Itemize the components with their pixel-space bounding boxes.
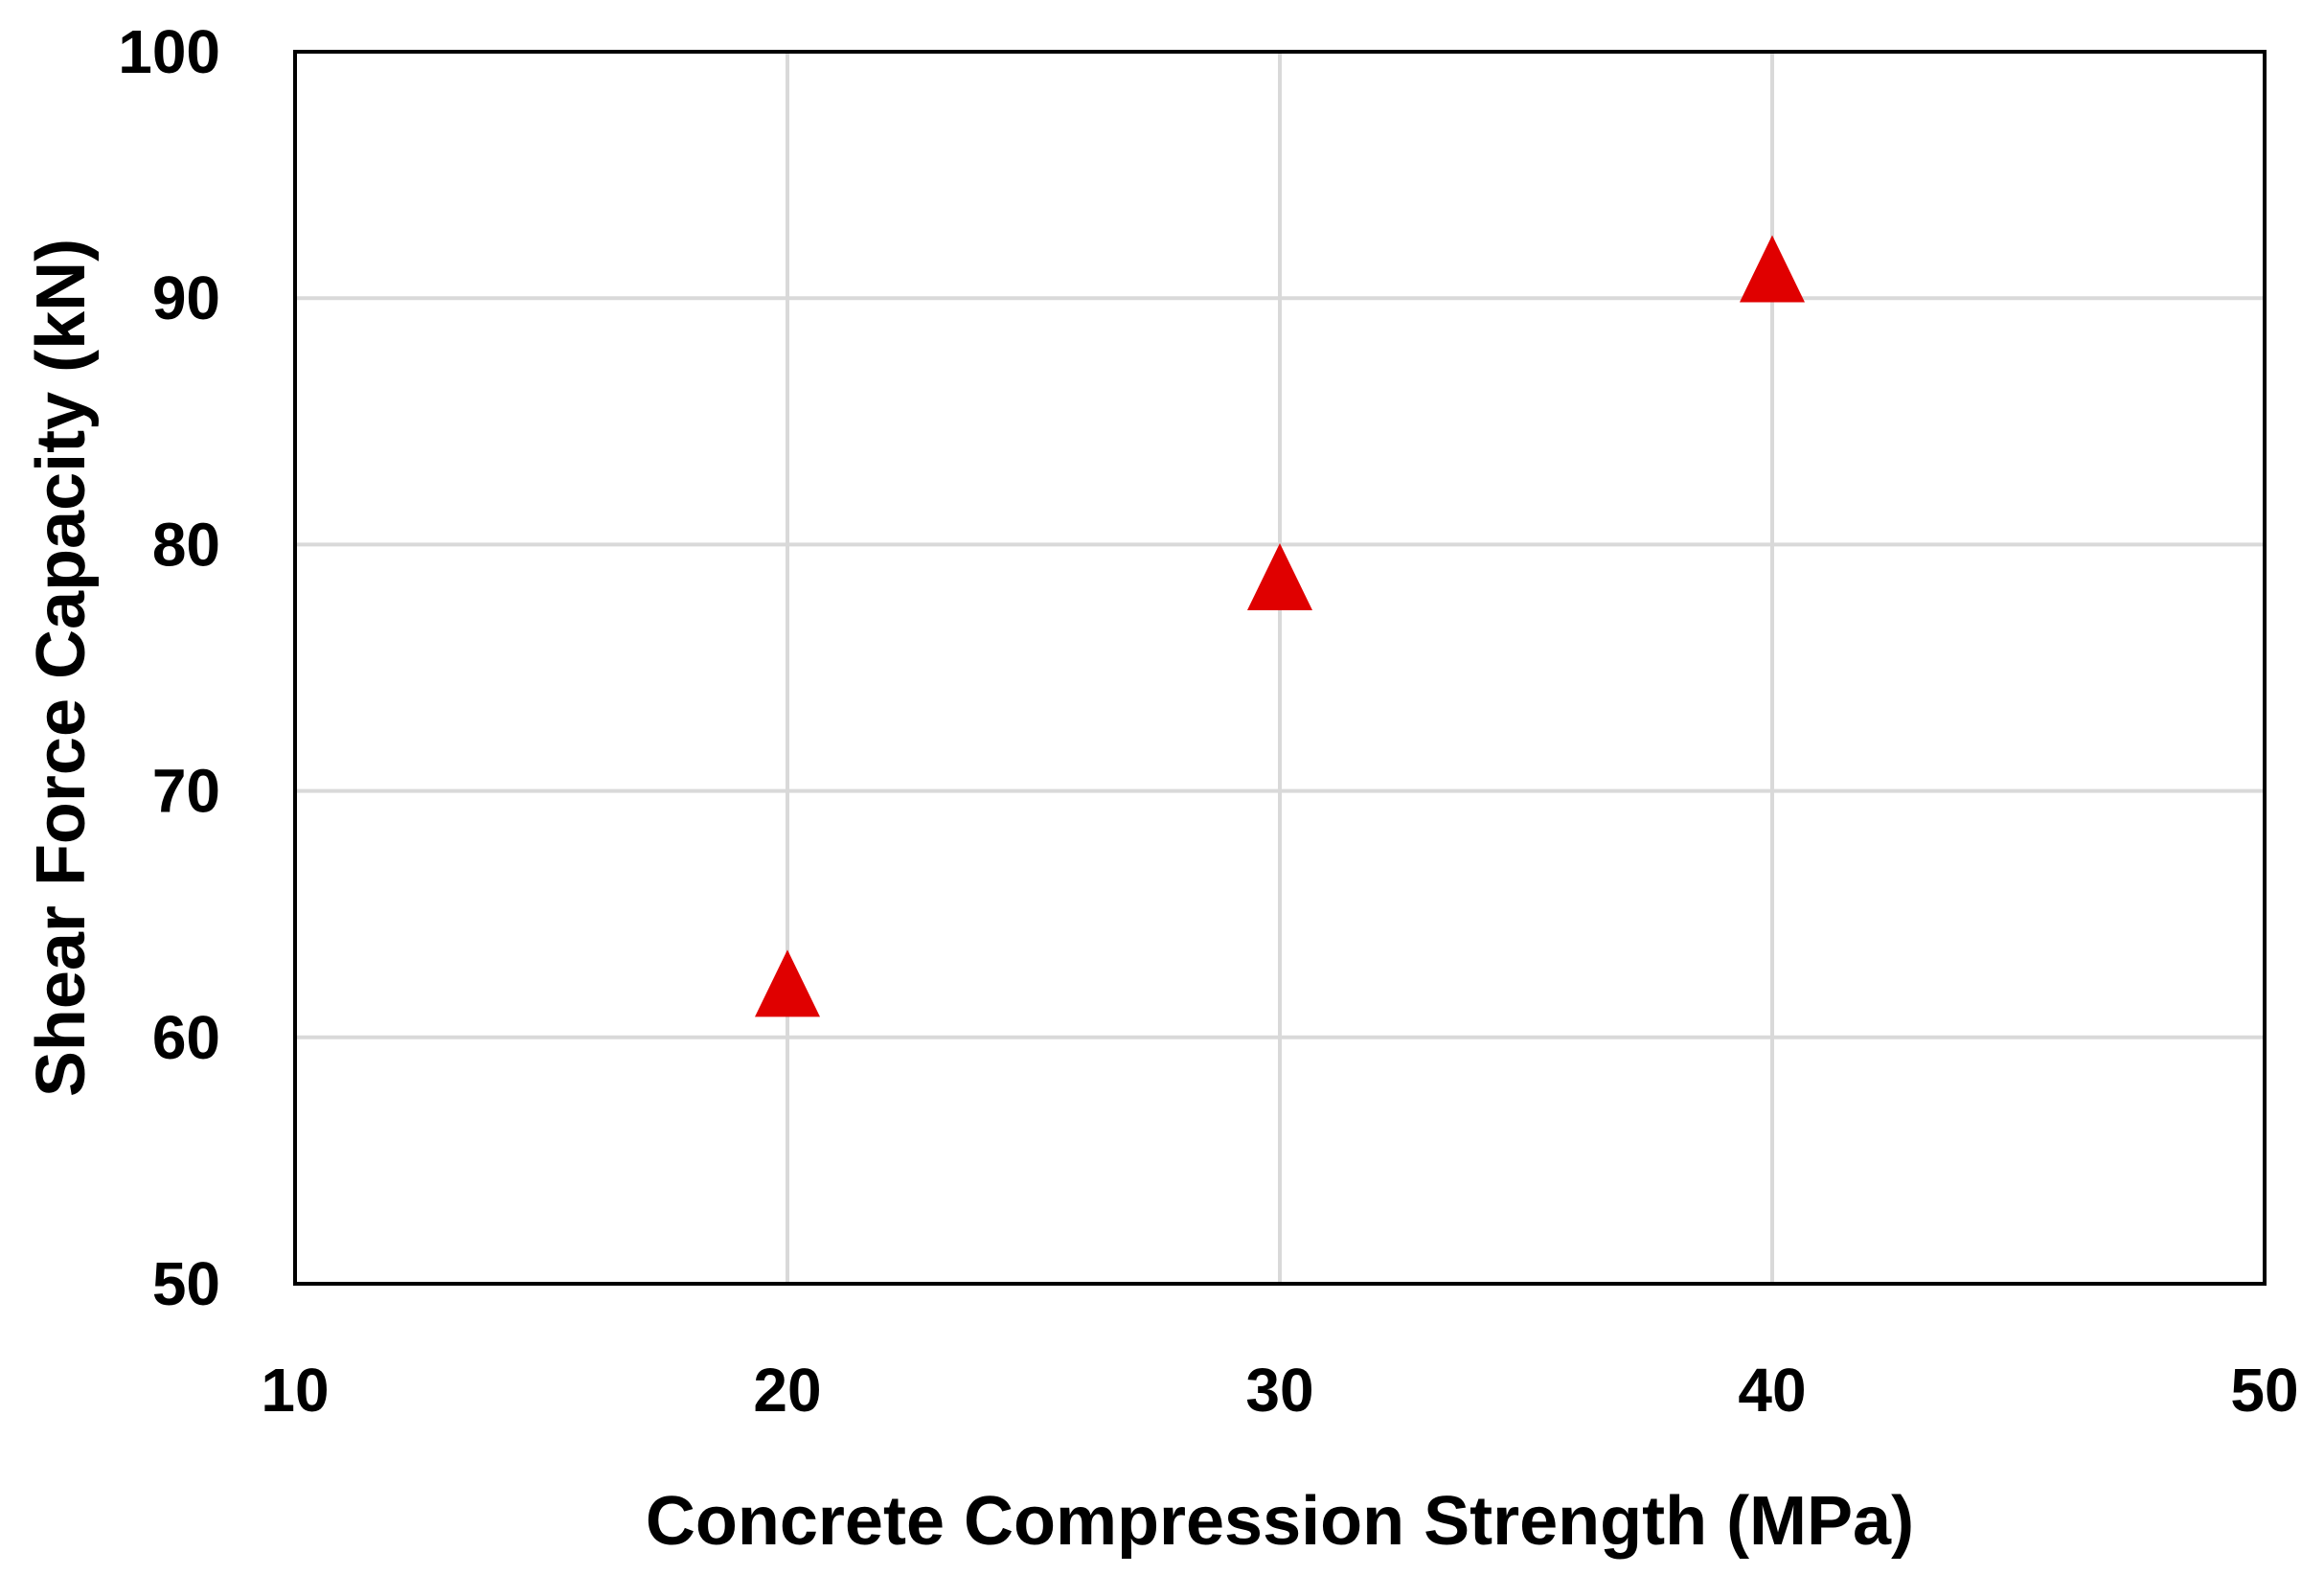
y-axis-title: Shear Force Capacity (kN): [23, 239, 100, 1097]
data-points: [755, 235, 1805, 1017]
x-axis-title: Concrete Compression Strength (MPa): [646, 1483, 1914, 1560]
triangle-data-point: [1247, 542, 1312, 610]
x-tick-label: 50: [2230, 1356, 2298, 1425]
y-tick-label: 70: [152, 757, 220, 826]
y-tick-label: 80: [152, 510, 220, 579]
x-tick-label: 30: [1245, 1356, 1313, 1425]
y-tick-label: 60: [152, 1003, 220, 1072]
y-tick-label: 50: [152, 1249, 220, 1318]
y-tick-label: 90: [152, 263, 220, 332]
x-tick-label: 10: [261, 1356, 329, 1425]
grid-lines: [295, 52, 2265, 1284]
x-tick-label: 40: [1738, 1356, 1806, 1425]
x-tick-label: 20: [753, 1356, 821, 1425]
plot-area-frame: [293, 50, 2267, 1286]
triangle-data-point: [755, 949, 820, 1017]
triangle-data-point: [1740, 235, 1805, 303]
x-axis-ticks: 10 20 30 40 50: [261, 1356, 2298, 1425]
y-tick-label: 100: [118, 17, 220, 86]
y-axis-ticks: 50 60 70 80 90 100: [118, 17, 220, 1318]
